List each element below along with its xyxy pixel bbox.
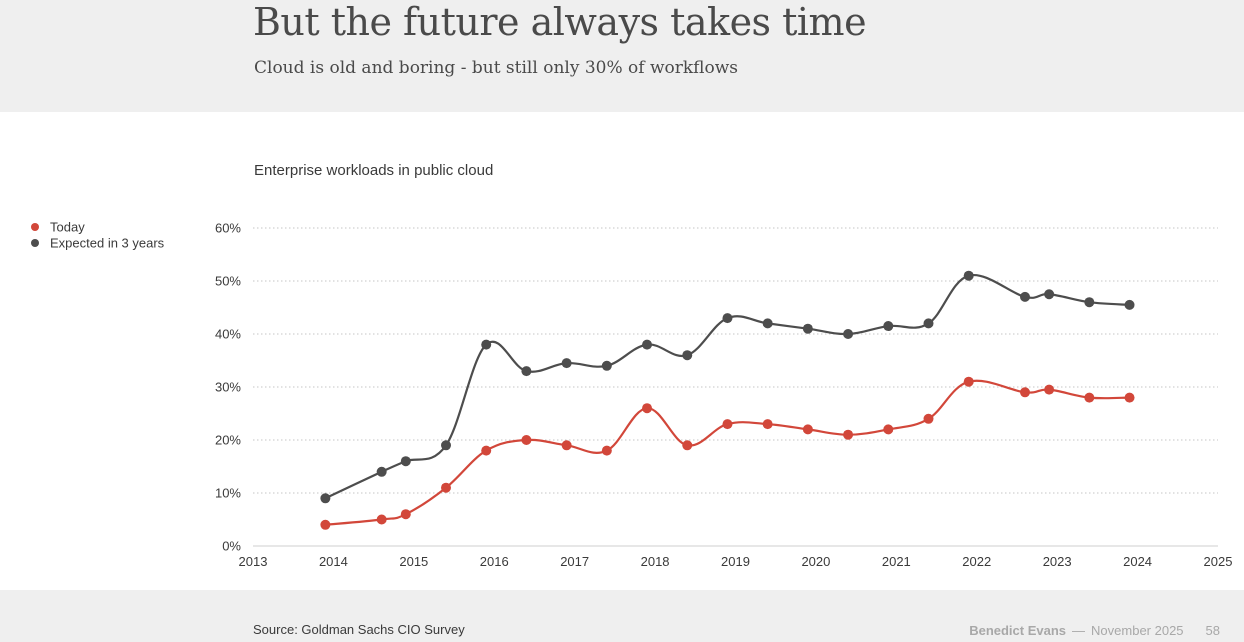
- x-tick-label: 2014: [319, 554, 348, 569]
- data-point: [376, 514, 387, 525]
- x-tick-label: 2025: [1204, 554, 1233, 569]
- data-point: [400, 456, 411, 467]
- series-expected-in-3-years: [320, 270, 1135, 504]
- data-point: [1124, 299, 1135, 310]
- x-axis: 2013 2014 2015 2016 2017 2018 2019 2020 2021 2022…: [239, 554, 1233, 569]
- data-point: [802, 424, 813, 435]
- data-point: [722, 419, 733, 430]
- x-tick-label: 2017: [560, 554, 589, 569]
- page-number: 58: [1205, 623, 1220, 638]
- legend-marker: [31, 239, 39, 247]
- series-layer: [320, 270, 1135, 530]
- data-point: [883, 424, 894, 435]
- data-point: [762, 419, 773, 430]
- x-tick-label: 2023: [1043, 554, 1072, 569]
- y-axis: 0% 10% 20% 30% 40% 50% 60%: [215, 221, 241, 554]
- data-point: [1044, 384, 1055, 395]
- data-point: [642, 339, 653, 350]
- y-tick-label: 10%: [215, 486, 241, 501]
- x-tick-label: 2024: [1123, 554, 1152, 569]
- y-tick-label: 20%: [215, 433, 241, 448]
- data-point: [682, 350, 693, 361]
- data-point: [1044, 289, 1055, 300]
- x-tick-label: 2013: [239, 554, 268, 569]
- data-point: [601, 445, 612, 456]
- data-point: [883, 321, 894, 332]
- data-point: [521, 435, 532, 445]
- data-point: [1020, 291, 1030, 302]
- page-title: But the future always takes time: [253, 0, 867, 44]
- x-tick-label: 2022: [962, 554, 991, 569]
- data-point: [561, 358, 572, 369]
- x-tick-label: 2015: [399, 554, 428, 569]
- data-point: [521, 366, 532, 377]
- data-point: [843, 429, 854, 440]
- data-point: [642, 403, 653, 414]
- source-note: Source: Goldman Sachs CIO Survey: [253, 622, 465, 637]
- data-point: [601, 360, 612, 371]
- legend-label: Expected in 3 years: [50, 236, 165, 251]
- separator: —: [1072, 623, 1086, 638]
- data-point: [762, 318, 773, 329]
- data-point: [1084, 297, 1095, 308]
- data-point: [843, 329, 854, 339]
- series-today: [320, 376, 1135, 530]
- legend-label: Today: [50, 220, 85, 235]
- grid: [253, 227, 1218, 547]
- header-band: But the future always takes time Cloud i…: [0, 0, 1244, 112]
- data-point: [802, 323, 813, 334]
- data-point: [320, 519, 331, 530]
- data-point: [441, 482, 451, 493]
- data-point: [376, 466, 387, 477]
- data-point: [682, 440, 693, 451]
- chart-title: Enterprise workloads in public cloud: [254, 162, 493, 179]
- data-point: [722, 313, 733, 324]
- footer-band: Source: Goldman Sachs CIO Survey Benedic…: [0, 590, 1244, 642]
- data-point: [561, 440, 572, 451]
- y-tick-label: 50%: [215, 274, 241, 289]
- data-point: [963, 376, 974, 387]
- data-point: [481, 445, 492, 456]
- series-line: [325, 379, 1130, 526]
- legend-marker: [31, 223, 39, 231]
- data-point: [923, 318, 934, 329]
- data-point: [400, 509, 411, 520]
- date-label: November 2025: [1091, 623, 1184, 638]
- data-point: [923, 413, 934, 424]
- data-point: [441, 440, 451, 451]
- author-name: Benedict Evans: [969, 623, 1067, 638]
- chart: Enterprise workloads in public cloud Tod…: [31, 162, 1233, 569]
- x-tick-label: 2016: [480, 554, 509, 569]
- data-point: [963, 270, 974, 281]
- data-point: [320, 493, 331, 504]
- x-tick-label: 2018: [641, 554, 670, 569]
- data-point: [1084, 392, 1095, 403]
- data-point: [1020, 387, 1030, 398]
- x-tick-label: 2021: [882, 554, 911, 569]
- y-tick-label: 0%: [222, 539, 241, 554]
- data-point: [481, 339, 492, 350]
- y-tick-label: 30%: [215, 380, 241, 395]
- x-tick-label: 2019: [721, 554, 750, 569]
- page-subtitle: Cloud is old and boring - but still only…: [254, 58, 739, 78]
- y-tick-label: 40%: [215, 327, 241, 342]
- data-point: [1124, 392, 1135, 403]
- y-tick-label: 60%: [215, 221, 241, 236]
- x-tick-label: 2020: [801, 554, 830, 569]
- attribution: Benedict Evans — November 2025 58: [969, 623, 1220, 638]
